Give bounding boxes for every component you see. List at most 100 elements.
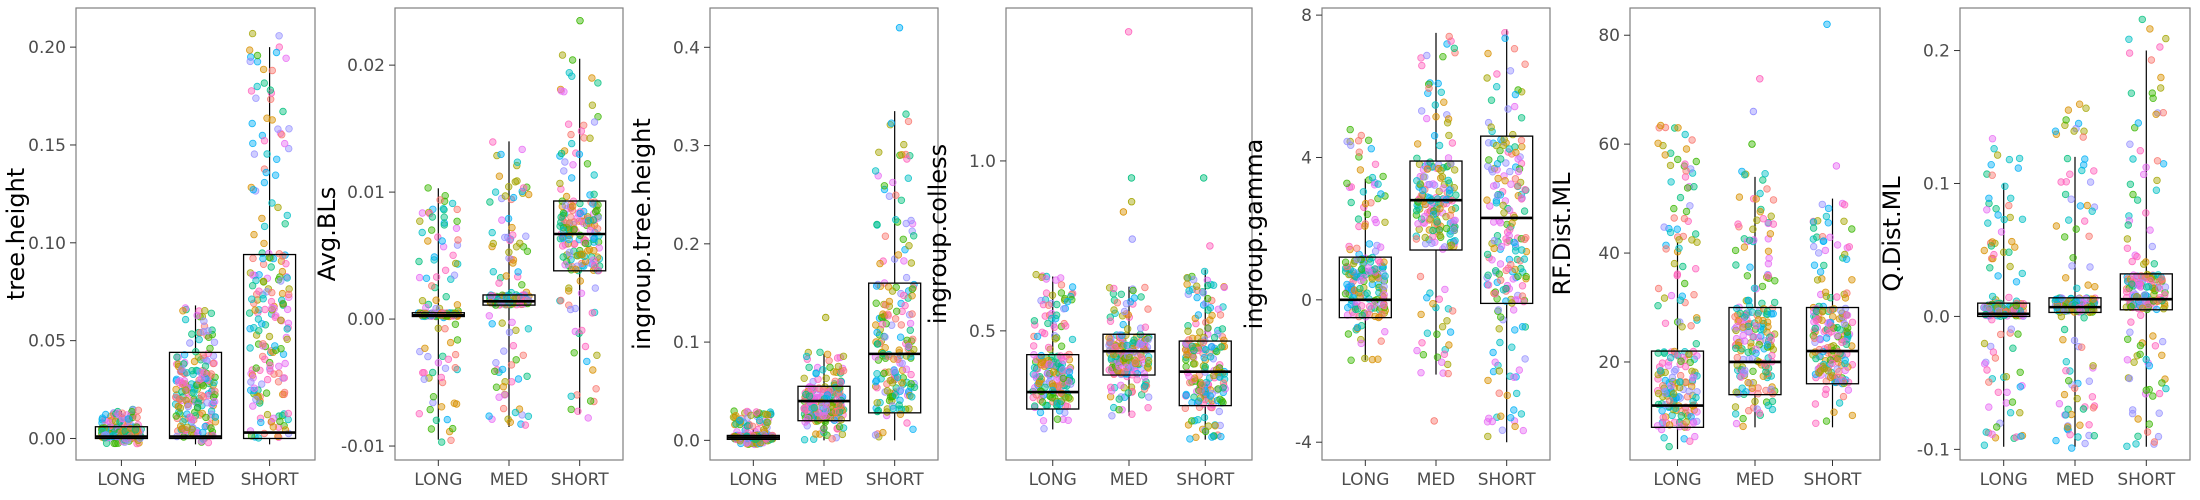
- data-point: [556, 179, 564, 188]
- data-point: [1514, 167, 1523, 176]
- data-point: [441, 191, 449, 200]
- data-point: [263, 375, 272, 384]
- data-point: [182, 386, 190, 394]
- data-point: [1843, 311, 1852, 319]
- data-point: [1770, 298, 1779, 307]
- x-tick-label: MED: [490, 470, 529, 490]
- data-point: [1819, 307, 1827, 315]
- data-point: [420, 375, 428, 383]
- data-point: [1219, 384, 1227, 392]
- data-point: [2017, 432, 2025, 440]
- data-point: [191, 385, 199, 393]
- data-point: [802, 352, 811, 361]
- data-point: [496, 274, 505, 282]
- data-point: [247, 183, 255, 192]
- data-point: [1491, 290, 1499, 298]
- data-point: [1346, 141, 1355, 149]
- data-point: [440, 213, 448, 221]
- data-point: [256, 366, 264, 374]
- data-point: [509, 193, 518, 202]
- data-point: [2150, 438, 2159, 446]
- data-point: [1108, 412, 1116, 420]
- data-point: [131, 426, 140, 434]
- data-point: [2005, 201, 2013, 210]
- x-tick-label: LONG: [97, 470, 145, 490]
- data-point: [1137, 293, 1145, 301]
- data-point: [1498, 426, 1507, 434]
- data-point: [1518, 292, 1527, 300]
- data-point: [1676, 422, 1684, 431]
- data-point: [1193, 293, 1201, 302]
- data-point: [1354, 215, 1363, 223]
- data-point: [418, 228, 426, 237]
- data-point: [908, 285, 916, 293]
- data-point: [575, 150, 584, 158]
- data-point: [1683, 184, 1692, 192]
- data-point: [2009, 344, 2017, 352]
- data-point: [1733, 353, 1741, 362]
- data-point: [1680, 214, 1689, 223]
- data-point: [2006, 409, 2015, 417]
- data-point: [451, 350, 460, 359]
- data-point: [1677, 412, 1685, 420]
- data-point: [171, 393, 180, 401]
- data-point: [1766, 230, 1775, 238]
- data-point: [1125, 353, 1134, 362]
- data-point: [810, 403, 818, 412]
- data-point: [2085, 232, 2093, 240]
- data-point: [1426, 158, 1434, 166]
- data-point: [1438, 323, 1447, 331]
- data-point: [889, 178, 897, 187]
- y-tick-label: 0.10: [28, 234, 66, 254]
- data-point: [437, 403, 446, 411]
- data-point: [1508, 343, 1516, 351]
- data-point: [211, 413, 219, 421]
- data-point: [1511, 247, 1520, 255]
- data-point: [1813, 276, 1822, 284]
- data-point: [1115, 395, 1123, 403]
- data-point: [897, 196, 906, 204]
- data-point: [871, 431, 880, 439]
- data-point: [438, 237, 446, 245]
- data-point: [1440, 243, 1449, 251]
- data-point: [1739, 422, 1747, 431]
- data-point: [1445, 186, 1454, 194]
- data-point: [1037, 351, 1045, 360]
- data-point: [1509, 130, 1517, 139]
- y-axis-title: ingroup.gamma: [1240, 139, 1268, 330]
- data-point: [283, 335, 291, 343]
- data-point: [110, 439, 118, 448]
- data-point: [250, 324, 258, 332]
- data-point: [1750, 284, 1759, 292]
- data-point: [577, 127, 586, 135]
- data-point: [266, 367, 274, 375]
- y-tick-label: 0.01: [347, 183, 385, 203]
- data-point: [905, 241, 913, 250]
- data-point: [1357, 339, 1365, 348]
- outlier-point: [1119, 208, 1128, 216]
- data-point: [514, 375, 523, 383]
- y-axis-title: tree.height: [2, 168, 30, 300]
- data-point: [1381, 328, 1389, 336]
- data-point: [908, 310, 916, 318]
- data-point: [2123, 335, 2132, 343]
- data-point: [1656, 121, 1665, 130]
- data-point: [1448, 307, 1457, 315]
- data-point: [898, 150, 906, 159]
- data-point: [2136, 350, 2144, 358]
- data-point: [883, 387, 892, 395]
- data-point: [1118, 331, 1126, 339]
- data-point: [1996, 330, 2005, 339]
- data-point: [252, 395, 260, 404]
- data-point: [1433, 330, 1441, 338]
- data-point: [1417, 369, 1425, 377]
- y-tick-label: 8: [1301, 6, 1312, 26]
- data-point: [1450, 166, 1459, 174]
- data-point: [1986, 264, 1994, 272]
- x-tick-label: MED: [1110, 470, 1149, 490]
- data-point: [1816, 268, 1825, 276]
- data-point: [559, 253, 567, 261]
- data-point: [752, 408, 761, 416]
- data-point: [1670, 214, 1678, 222]
- data-point: [1497, 242, 1506, 251]
